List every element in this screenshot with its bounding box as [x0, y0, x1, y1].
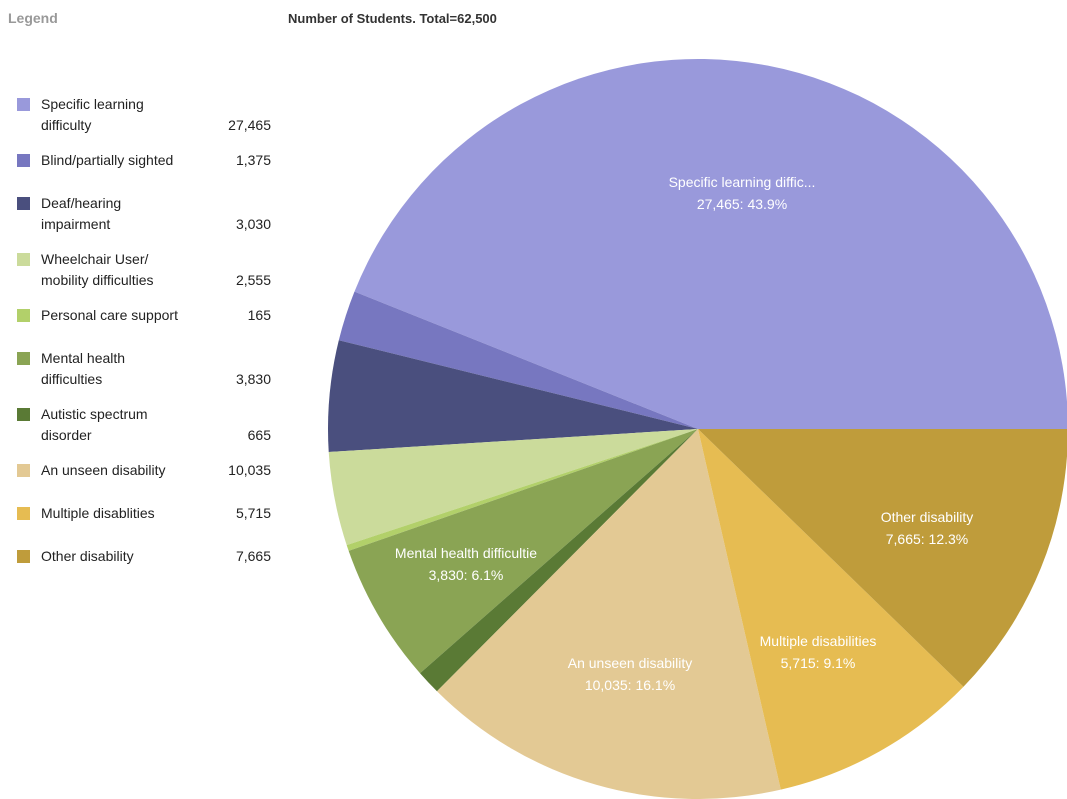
chart-title: Number of Students. Total=62,500 [288, 11, 497, 26]
legend-swatch [17, 550, 30, 563]
legend-item: Other disability 7,665 [17, 546, 279, 567]
slice-label-line: 7,665: 12.3% [886, 531, 969, 547]
legend-value: 2,555 [235, 272, 271, 288]
legend-label-line: Specific learning [41, 96, 144, 112]
slice-label-line: Other disability [881, 509, 974, 525]
pie-slice [328, 429, 698, 546]
pie-slice [420, 429, 698, 692]
legend-item: Mental health difficulties 3,830 [17, 348, 279, 390]
slice-label-line: Specific learning diffic... [669, 174, 816, 190]
legend-label-line: impairment [41, 216, 111, 232]
legend-label-line: Multiple disablities [41, 505, 155, 521]
legend-swatch [17, 408, 30, 421]
slice-label: Specific learning diffic... 27,465: 43.9% [669, 174, 816, 212]
legend-label: Personal care support [41, 305, 216, 326]
legend-label-line: Deaf/hearing [41, 195, 122, 211]
slice-label-line: An unseen disability [568, 655, 693, 671]
pie-slice [348, 429, 698, 674]
legend-label-line: Autistic spectrum [41, 406, 148, 422]
legend-value: 3,030 [235, 216, 271, 232]
legend-title: Legend [8, 10, 58, 26]
legend-label: An unseen disability [41, 460, 216, 481]
legend-swatch [17, 352, 30, 365]
legend-label-line: Mental health [41, 350, 126, 366]
legend-label-line: Other disability [41, 548, 134, 564]
legend-item: Blind/partially sighted 1,375 [17, 150, 279, 171]
legend-value: 665 [247, 427, 271, 443]
legend-item: Multiple disablities 5,715 [17, 503, 279, 524]
slice-label-line: Mental health difficultie [395, 545, 537, 561]
legend-label: Deaf/hearing impairment [41, 193, 216, 235]
legend-item: Wheelchair User/mobility difficulties 2,5… [17, 249, 279, 291]
legend-value: 165 [247, 307, 271, 323]
legend-label-line: Wheelchair User/ [41, 251, 149, 267]
slice-label-line: 27,465: 43.9% [697, 196, 787, 212]
pie-slice [436, 429, 781, 799]
legend-label: Wheelchair User/mobility difficulties [41, 249, 216, 291]
legend-label: Specific learning difficulty [41, 94, 216, 136]
legend-label-line: An unseen disability [41, 462, 166, 478]
slice-label-line: 3,830: 6.1% [429, 567, 504, 583]
legend-swatch [17, 464, 30, 477]
legend-label: Blind/partially sighted [41, 150, 216, 171]
legend-value: 1,375 [235, 152, 271, 168]
legend-value: 27,465 [228, 117, 271, 133]
legend-swatch [17, 154, 30, 167]
legend-value: 3,830 [235, 371, 271, 387]
pie-slice [338, 291, 698, 429]
legend-swatch [17, 507, 30, 520]
legend-item: Autistic spectrum disorder 665 [17, 404, 279, 446]
legend-swatch [17, 309, 30, 322]
pie-slice [698, 429, 1067, 687]
pie-slice [698, 429, 964, 790]
slice-label: Mental health difficultie 3,830: 6.1% [395, 545, 537, 583]
legend-value: 7,665 [235, 548, 271, 564]
legend-swatch [17, 98, 30, 111]
slice-label: An unseen disability 10,035: 16.1% [568, 655, 693, 693]
legend-label: Mental health difficulties [41, 348, 216, 390]
legend-label-line: Blind/partially sighted [41, 152, 174, 168]
legend-item: Deaf/hearing impairment 3,030 [17, 193, 279, 235]
pie-slice [328, 340, 698, 453]
slice-label-line: Multiple disabilities [760, 633, 877, 649]
legend-label-line: difficulties [41, 371, 103, 387]
legend-label: Multiple disablities [41, 503, 216, 524]
legend-label-line: mobility difficulties [41, 272, 154, 288]
legend-swatch [17, 197, 30, 210]
pie-slice [354, 59, 1067, 429]
legend-item: Specific learning difficulty 27,465 [17, 94, 279, 136]
legend-label-line: disorder [41, 427, 92, 443]
legend-swatch [17, 253, 30, 266]
legend-label-line: Personal care support [41, 307, 178, 323]
slice-label: Multiple disabilities 5,715: 9.1% [760, 633, 877, 671]
legend-value: 5,715 [235, 505, 271, 521]
legend-label-line: difficulty [41, 117, 92, 133]
slice-label-line: 10,035: 16.1% [585, 677, 675, 693]
legend-value: 10,035 [228, 462, 271, 478]
legend-label: Autistic spectrum disorder [41, 404, 216, 446]
legend-label: Other disability [41, 546, 216, 567]
slice-label: Other disability 7,665: 12.3% [881, 509, 974, 547]
pie-slice [346, 429, 698, 551]
slice-label-line: 5,715: 9.1% [781, 655, 856, 671]
legend-item: An unseen disability 10,035 [17, 460, 279, 481]
legend-item: Personal care support 165 [17, 305, 279, 326]
